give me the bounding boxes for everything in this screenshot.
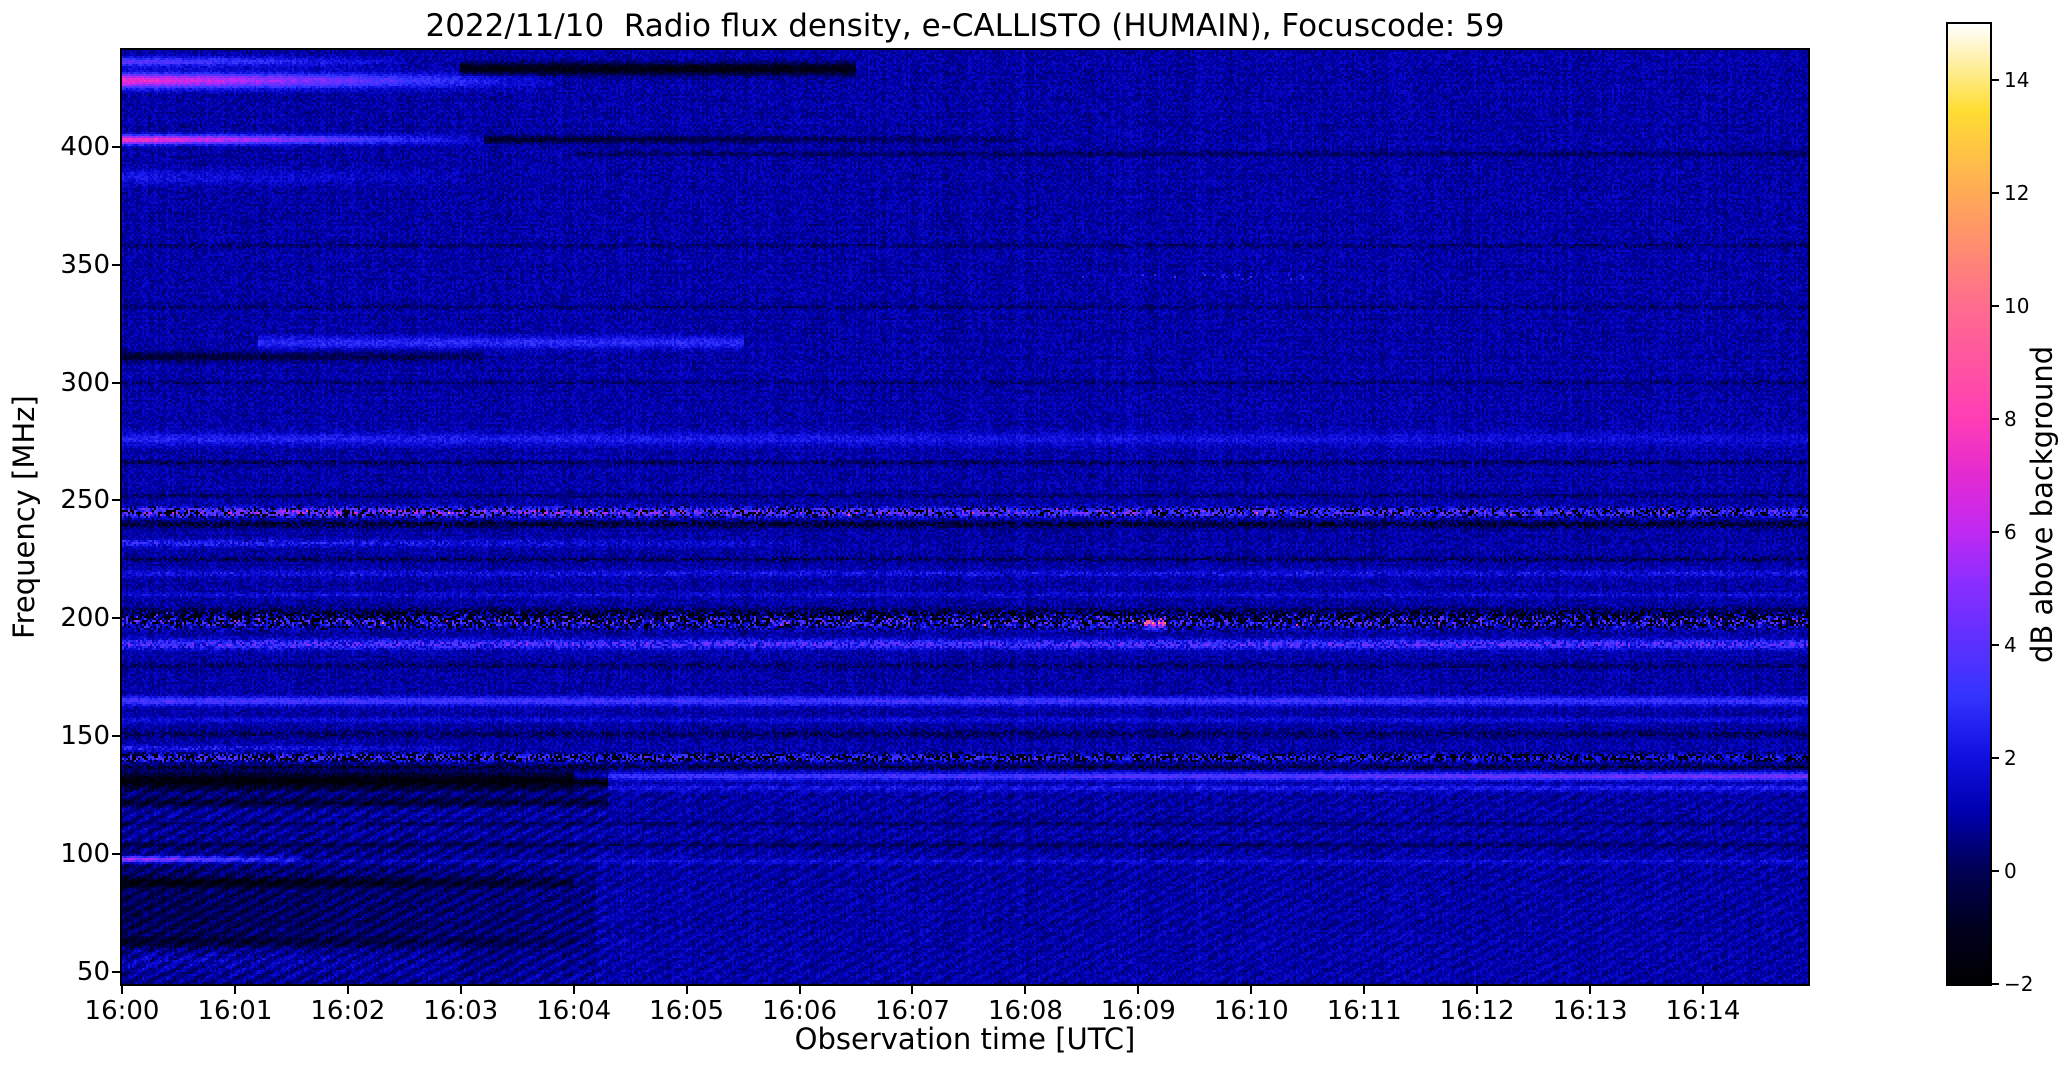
plot-frame — [120, 48, 1810, 986]
x-tick-label: 16:13 — [1552, 996, 1628, 1026]
colorbar-tick-mark — [1992, 757, 1999, 760]
x-tick-mark — [911, 986, 914, 994]
x-tick-label: 16:05 — [649, 996, 725, 1026]
spectrogram-canvas — [122, 50, 1808, 984]
y-tick-mark — [112, 263, 120, 266]
y-tick-mark — [112, 735, 120, 738]
y-tick-label: 350 — [60, 249, 110, 280]
colorbar-tick-label: 12 — [2004, 181, 2030, 206]
y-tick-mark — [112, 145, 120, 148]
x-tick-mark — [1363, 986, 1366, 994]
x-tick-mark — [1701, 986, 1704, 994]
colorbar-gradient — [1948, 24, 1990, 984]
x-tick-mark — [685, 986, 688, 994]
colorbar-tick-label: 10 — [2004, 294, 2030, 319]
y-tick-label: 200 — [60, 603, 110, 634]
x-tick-mark — [233, 986, 236, 994]
y-tick-label: 250 — [60, 485, 110, 516]
x-axis-label: Observation time [UTC] — [794, 1022, 1136, 1056]
colorbar-tick-label: 4 — [2004, 633, 2017, 658]
x-tick-label: 16:03 — [423, 996, 499, 1026]
y-axis-label: Frequency [MHz] — [7, 395, 41, 639]
x-tick-label: 16:07 — [875, 996, 950, 1026]
colorbar-frame — [1946, 22, 1992, 986]
colorbar-tick-label: 8 — [2004, 407, 2017, 432]
y-tick-label: 150 — [60, 721, 110, 752]
x-tick-label: 16:14 — [1665, 996, 1741, 1026]
colorbar-tick-label: −2 — [2004, 972, 2034, 996]
x-tick-label: 16:12 — [1439, 996, 1515, 1026]
x-tick-label: 16:11 — [1326, 996, 1402, 1026]
x-tick-label: 16:01 — [197, 996, 273, 1026]
colorbar-label: dB above background — [2025, 345, 2059, 663]
y-tick-mark — [112, 499, 120, 502]
x-tick-label: 16:04 — [536, 996, 612, 1026]
y-tick-mark — [112, 381, 120, 384]
x-tick-mark — [1589, 986, 1592, 994]
colorbar-tick-mark — [1992, 192, 1999, 195]
colorbar-tick-mark — [1992, 870, 1999, 873]
colorbar-tick-mark — [1992, 644, 1999, 647]
colorbar-tick-label: 14 — [2004, 68, 2030, 93]
y-tick-label: 100 — [60, 839, 110, 870]
x-tick-label: 16:10 — [1213, 996, 1289, 1026]
x-tick-mark — [1250, 986, 1253, 994]
y-tick-label: 50 — [76, 957, 110, 988]
y-tick-label: 400 — [60, 131, 110, 162]
x-tick-mark — [459, 986, 462, 994]
colorbar-tick-mark — [1992, 983, 1999, 985]
x-tick-label: 16:08 — [987, 996, 1063, 1026]
x-tick-mark — [572, 986, 575, 994]
colorbar-tick-mark — [1992, 531, 1999, 534]
x-tick-mark — [1137, 986, 1140, 994]
x-tick-mark — [1476, 986, 1479, 994]
colorbar-tick-mark — [1992, 305, 1999, 308]
x-tick-mark — [346, 986, 349, 994]
y-tick-mark — [112, 617, 120, 620]
y-tick-mark — [112, 853, 120, 856]
x-tick-mark — [121, 986, 123, 994]
x-tick-mark — [1024, 986, 1027, 994]
colorbar-tick-mark — [1992, 418, 1999, 421]
colorbar-tick-label: 6 — [2004, 520, 2017, 545]
colorbar-tick-mark — [1992, 79, 1999, 82]
y-tick-label: 300 — [60, 367, 110, 398]
colorbar-tick-label: 2 — [2004, 746, 2017, 771]
y-tick-mark — [112, 971, 120, 974]
x-tick-label: 16:00 — [84, 996, 160, 1026]
colorbar-tick-label: 0 — [2004, 859, 2017, 884]
x-tick-label: 16:06 — [762, 996, 838, 1026]
x-tick-mark — [798, 986, 801, 994]
x-tick-label: 16:02 — [310, 996, 386, 1026]
x-tick-label: 16:09 — [1100, 996, 1176, 1026]
chart-title: 2022/11/10 Radio flux density, e-CALLIST… — [425, 8, 1505, 44]
